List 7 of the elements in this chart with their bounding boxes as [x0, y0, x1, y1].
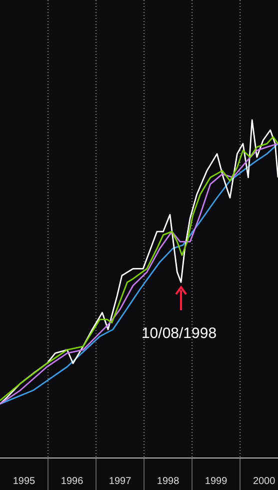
x-tick-label: 1998	[156, 476, 180, 487]
x-tick-label: 1997	[108, 476, 132, 487]
x-tick-label: 1999	[204, 476, 228, 487]
x-tick-label: 2000	[252, 476, 276, 487]
x-tick-label: 1995	[12, 476, 36, 487]
x-tick-label: 1996	[60, 476, 84, 487]
annotation: 10/08/1998	[141, 325, 217, 342]
